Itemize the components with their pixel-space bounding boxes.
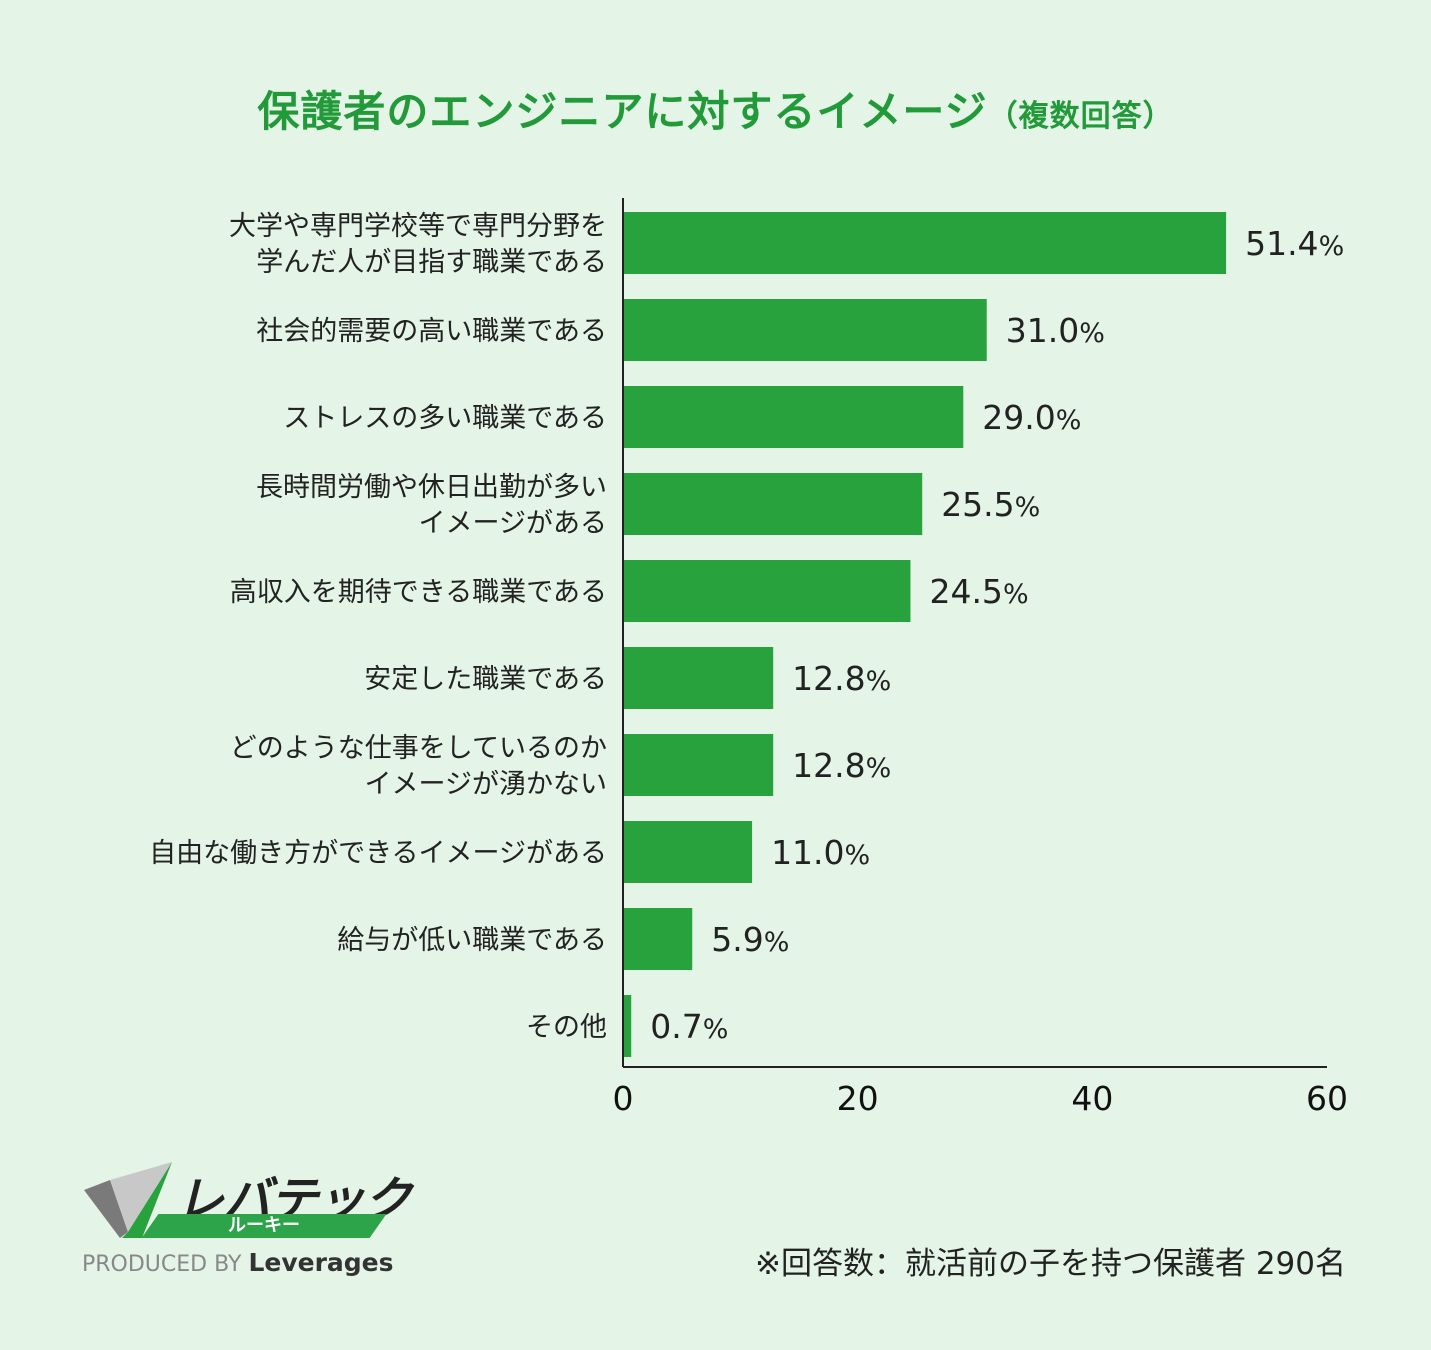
chart-title-main: 保護者のエンジニアに対するイメージ bbox=[257, 87, 988, 136]
value-number-2: 29.0 bbox=[982, 398, 1055, 437]
value-unit-5: % bbox=[866, 666, 892, 697]
respondents-note: ※回答数：就活前の子を持つ保護者 290名 bbox=[755, 1246, 1346, 1282]
value-label-7: 11.0% bbox=[771, 833, 870, 872]
bar-5 bbox=[623, 647, 774, 709]
x-tick-label-2: 40 bbox=[1071, 1079, 1113, 1118]
value-label-6: 12.8% bbox=[792, 746, 891, 785]
value-unit-1: % bbox=[1079, 318, 1105, 349]
bar-3 bbox=[623, 473, 923, 535]
category-label-2-0: ストレスの多い職業である bbox=[283, 403, 607, 434]
category-label-9-0: その他 bbox=[526, 1012, 607, 1043]
category-label-3-0: 長時間労働や休日出勤が多い bbox=[256, 472, 607, 503]
value-number-9: 0.7 bbox=[650, 1007, 702, 1046]
x-tick-label-0: 0 bbox=[613, 1079, 634, 1118]
chart-subtitle: （複数回答） bbox=[987, 99, 1174, 134]
produced-by: PRODUCED BY Leverages bbox=[82, 1248, 394, 1277]
bar-8 bbox=[623, 908, 693, 970]
value-label-4: 24.5% bbox=[929, 572, 1028, 611]
produced-by-text: PRODUCED BY bbox=[82, 1252, 242, 1277]
chart-title: 保護者のエンジニアに対するイメージ（複数回答） bbox=[0, 78, 1431, 139]
category-label-3-1: イメージがある bbox=[419, 508, 607, 539]
value-number-1: 31.0 bbox=[1006, 311, 1079, 350]
value-label-3: 25.5% bbox=[941, 485, 1040, 524]
value-unit-3: % bbox=[1015, 492, 1041, 523]
brand-sub: ルーキー bbox=[228, 1215, 300, 1236]
value-number-0: 51.4 bbox=[1245, 224, 1318, 263]
value-label-1: 31.0% bbox=[1006, 311, 1105, 350]
category-label-4-0: 高収入を期待できる職業である bbox=[230, 577, 607, 608]
bar-4 bbox=[623, 560, 911, 622]
value-number-5: 12.8 bbox=[792, 659, 865, 698]
value-number-4: 24.5 bbox=[929, 572, 1002, 611]
company-name: Leverages bbox=[248, 1248, 394, 1277]
value-unit-8: % bbox=[764, 927, 790, 958]
bar-6 bbox=[623, 734, 774, 796]
value-label-8: 5.9% bbox=[711, 920, 789, 959]
bar-9 bbox=[623, 995, 632, 1057]
category-label-1-0: 社会的需要の高い職業である bbox=[256, 316, 607, 347]
value-unit-4: % bbox=[1003, 579, 1029, 610]
category-label-6-0: どのような仕事をしているのか bbox=[230, 733, 607, 764]
value-unit-7: % bbox=[845, 840, 871, 871]
value-label-9: 0.7% bbox=[650, 1007, 728, 1046]
bar-0 bbox=[623, 212, 1227, 274]
value-number-7: 11.0 bbox=[771, 833, 844, 872]
logo bbox=[82, 1160, 392, 1280]
value-number-6: 12.8 bbox=[792, 746, 865, 785]
category-label-7-0: 自由な働き方ができるイメージがある bbox=[149, 838, 607, 869]
checkmark-logo-icon bbox=[84, 1162, 172, 1238]
category-label-8-0: 給与が低い職業である bbox=[337, 925, 607, 956]
value-unit-0: % bbox=[1319, 231, 1345, 262]
category-label-6-1: イメージが湧かない bbox=[365, 769, 607, 800]
category-label-0-0: 大学や専門学校等で専門分野を bbox=[229, 211, 607, 242]
x-tick-label-3: 60 bbox=[1306, 1079, 1348, 1118]
category-label-0-1: 学んだ人が目指す職業である bbox=[256, 247, 607, 278]
category-label-5-0: 安定した職業である bbox=[364, 664, 607, 695]
value-unit-6: % bbox=[866, 753, 892, 784]
value-label-2: 29.0% bbox=[982, 398, 1081, 437]
bar-2 bbox=[623, 386, 964, 448]
value-number-3: 25.5 bbox=[941, 485, 1014, 524]
bar-1 bbox=[623, 299, 987, 361]
bar-7 bbox=[623, 821, 753, 883]
value-unit-2: % bbox=[1056, 405, 1082, 436]
x-tick-label-1: 20 bbox=[837, 1079, 879, 1118]
value-number-8: 5.9 bbox=[711, 920, 763, 959]
value-label-0: 51.4% bbox=[1245, 224, 1344, 263]
value-label-5: 12.8% bbox=[792, 659, 891, 698]
value-unit-9: % bbox=[703, 1014, 729, 1045]
